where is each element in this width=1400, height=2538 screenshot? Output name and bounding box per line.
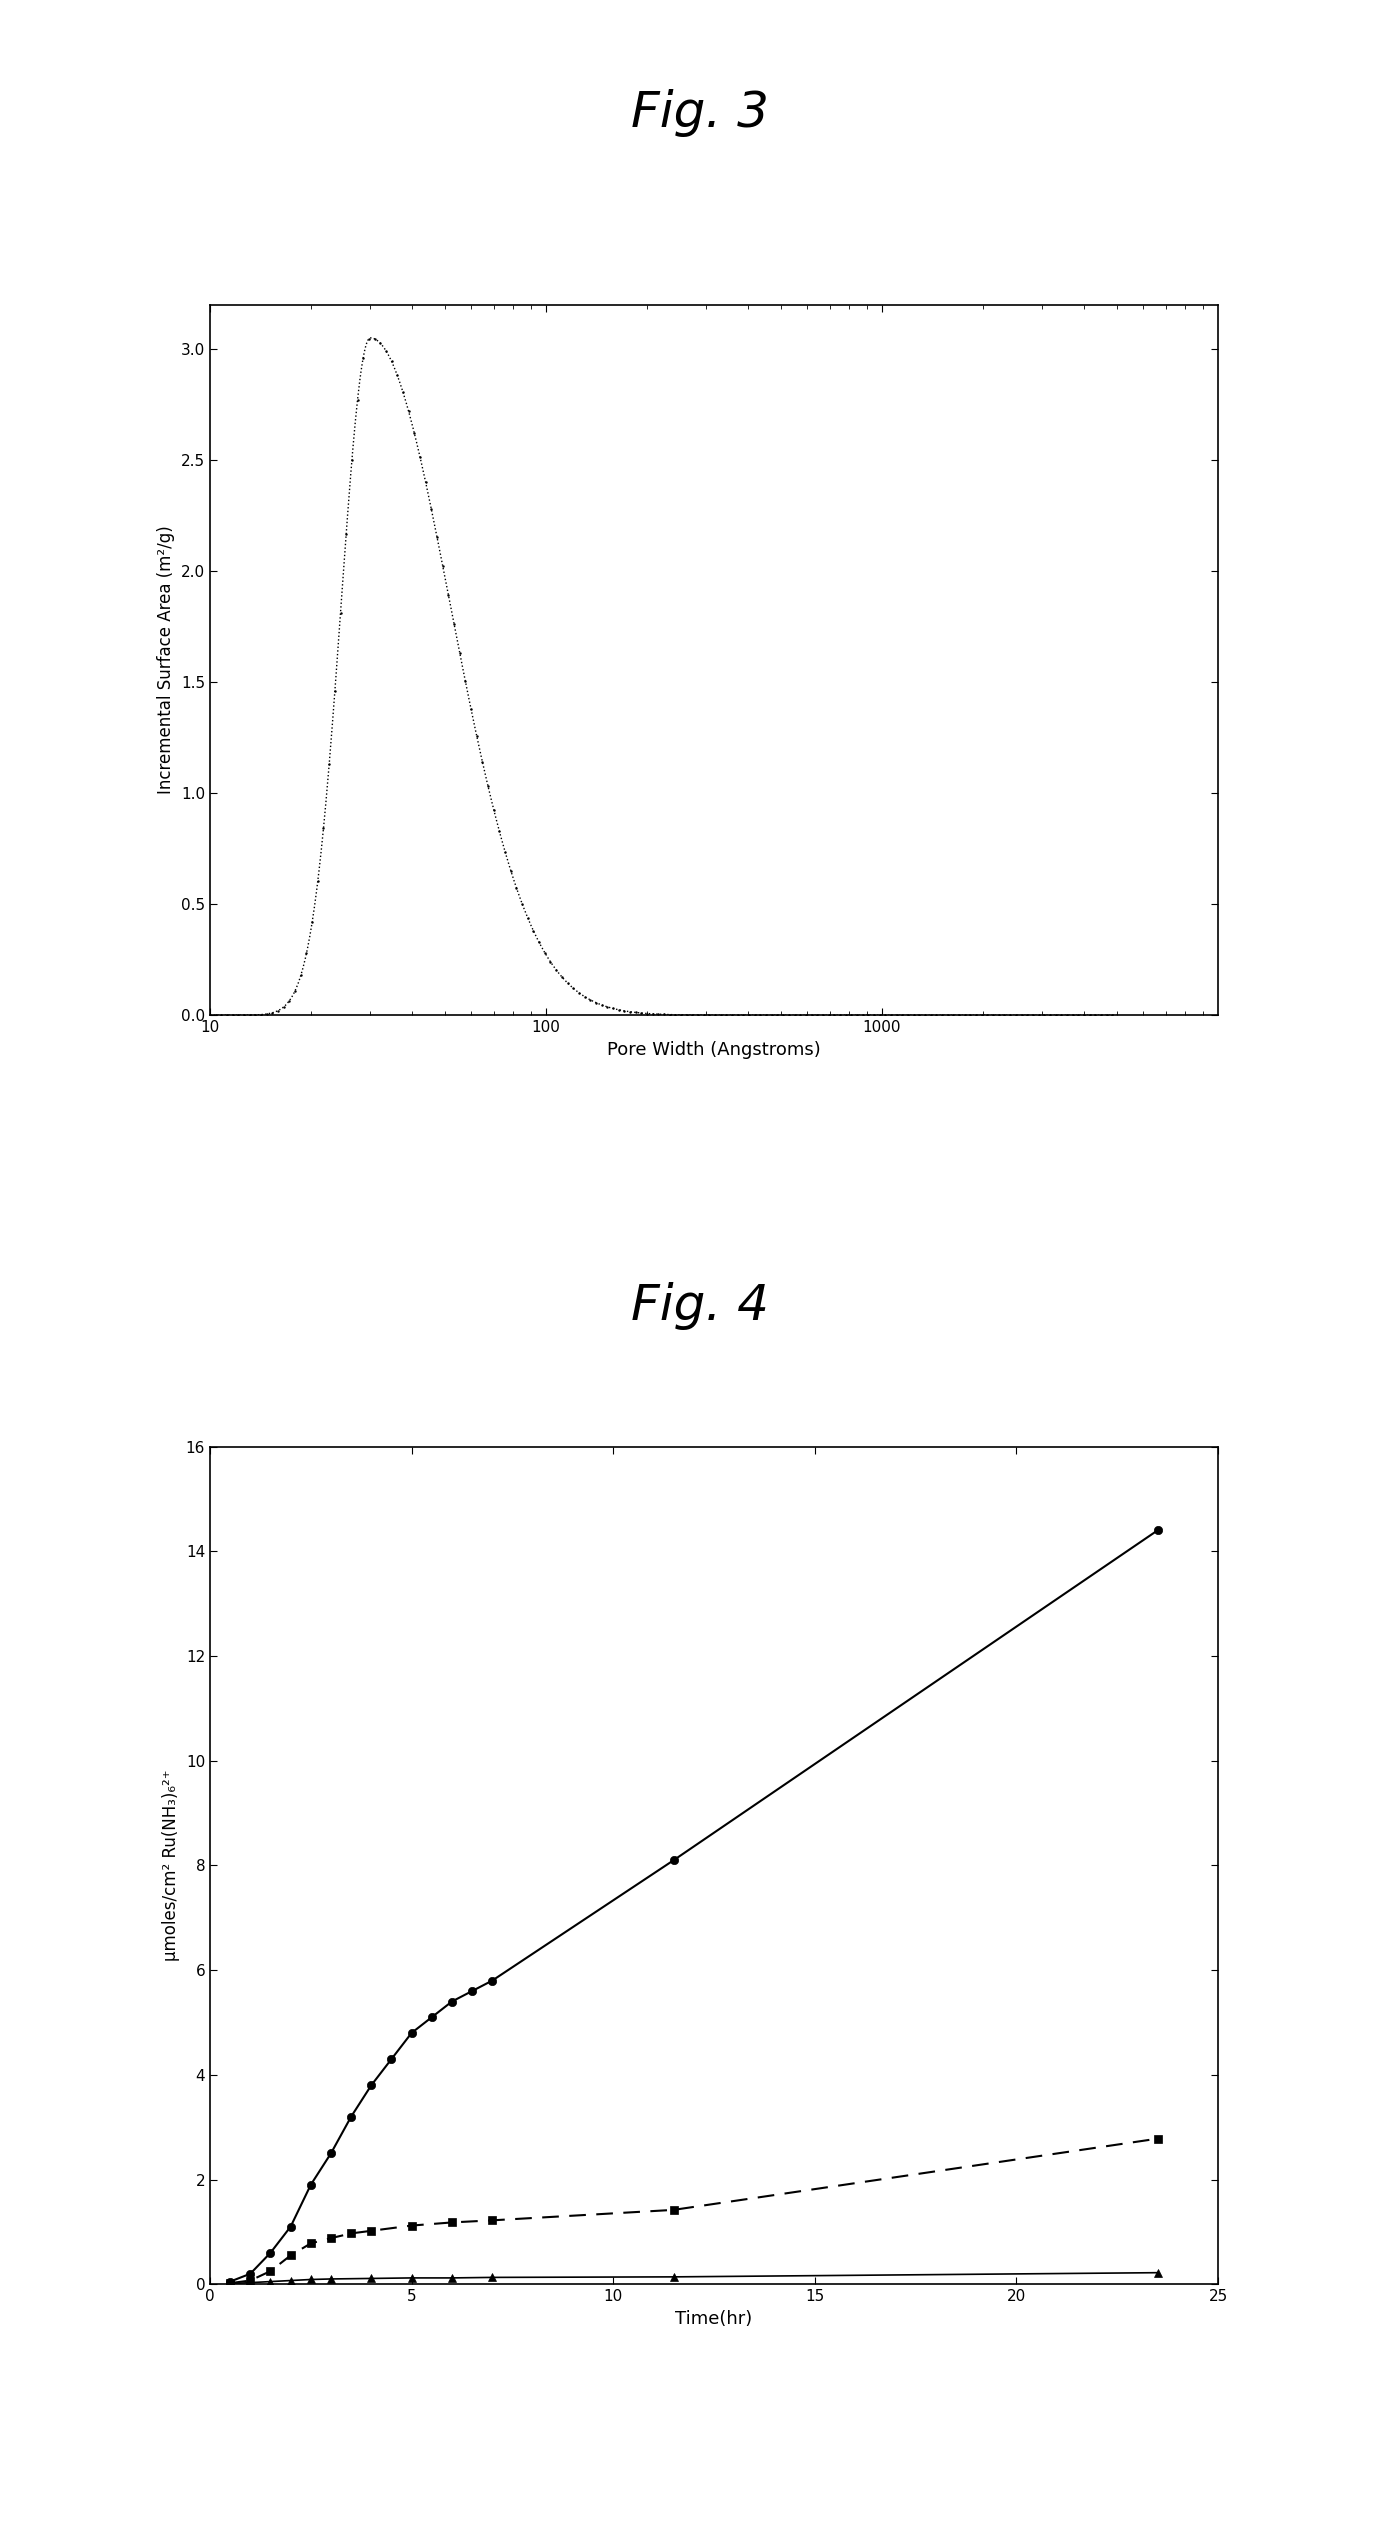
Text: Fig. 4: Fig. 4 xyxy=(631,1282,769,1330)
Y-axis label: Incremental Surface Area (m²/g): Incremental Surface Area (m²/g) xyxy=(157,525,175,794)
Y-axis label: μmoles/cm² Ru(NH₃)₆²⁺: μmoles/cm² Ru(NH₃)₆²⁺ xyxy=(162,1769,181,1962)
Text: Fig. 3: Fig. 3 xyxy=(631,89,769,137)
X-axis label: Pore Width (Angstroms): Pore Width (Angstroms) xyxy=(608,1041,820,1058)
X-axis label: Time(hr): Time(hr) xyxy=(675,2310,753,2327)
